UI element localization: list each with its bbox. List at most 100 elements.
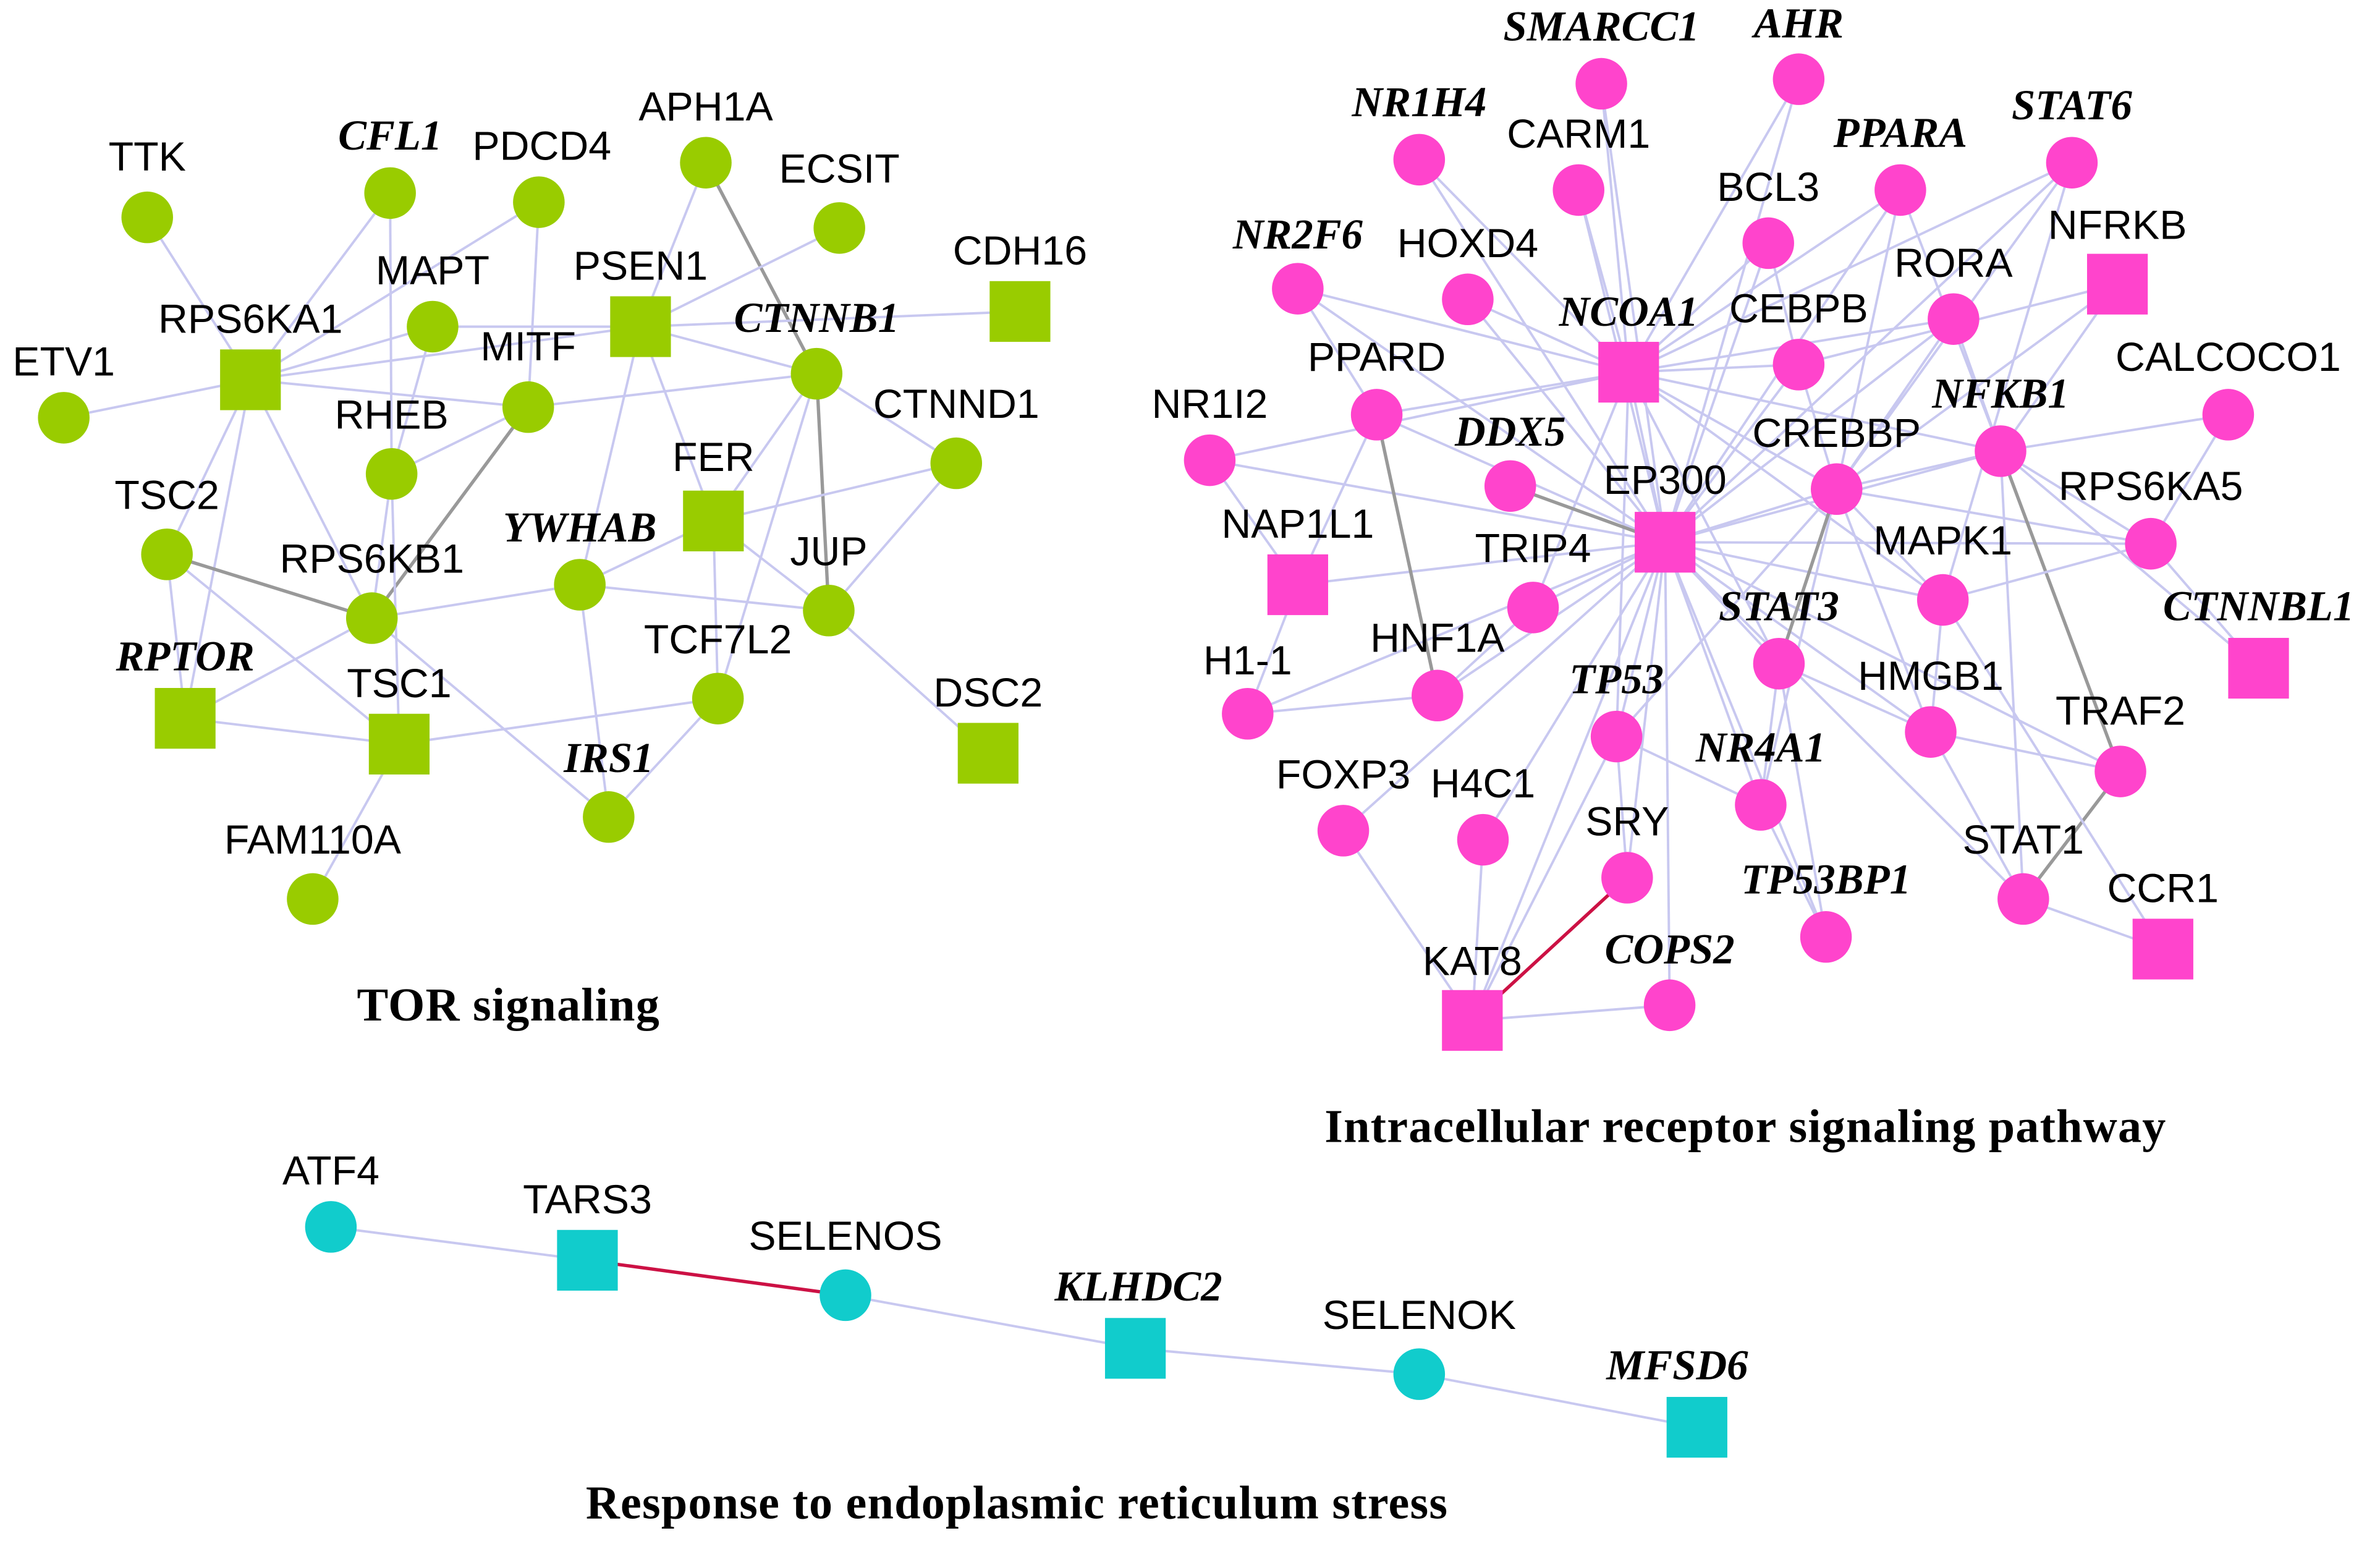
node-label: STAT1 xyxy=(1963,817,2084,863)
node-label: SELENOS xyxy=(748,1213,942,1259)
edge xyxy=(2022,770,2122,901)
edge xyxy=(1628,189,1901,373)
node-label: NR1I2 xyxy=(1151,381,1268,427)
node-label: SELENOK xyxy=(1323,1292,1516,1338)
edge xyxy=(1471,736,1618,1021)
node-label: PPARA xyxy=(1833,109,1967,156)
node-label: TRIP4 xyxy=(1475,525,1591,571)
edge xyxy=(1209,459,1666,544)
node-label: STAT3 xyxy=(1719,583,1839,630)
node-circle xyxy=(1442,273,1494,326)
node-label: CEBPB xyxy=(1729,286,1868,331)
edge xyxy=(1615,372,1630,737)
edge xyxy=(1297,287,1629,374)
edge xyxy=(1247,694,1438,715)
edge xyxy=(1836,449,2001,491)
edge xyxy=(1418,1373,1698,1429)
edge xyxy=(1664,541,1932,733)
edge xyxy=(1664,542,1671,1006)
node-circle xyxy=(1916,574,1969,626)
node-square xyxy=(1666,1396,1727,1458)
node-label: RPTOR xyxy=(116,633,255,680)
edge xyxy=(1472,1004,1670,1022)
node-circle xyxy=(583,791,635,843)
edge xyxy=(1664,541,1827,938)
edge xyxy=(250,378,528,409)
node-label: TP53BP1 xyxy=(1741,856,1911,903)
edge xyxy=(1531,371,1630,608)
node-square xyxy=(2228,637,2289,699)
node-circle xyxy=(141,528,193,580)
node-label: FOXP3 xyxy=(1276,752,1410,797)
edge xyxy=(704,161,818,375)
edge xyxy=(1942,599,2164,950)
node-circle xyxy=(2202,389,2255,441)
node-circle xyxy=(1457,813,1509,866)
node-circle xyxy=(1742,217,1794,269)
node-label: TSC2 xyxy=(114,473,219,519)
node-label: HMGB1 xyxy=(1858,653,2004,699)
node-label: MAPT xyxy=(376,248,489,294)
edge xyxy=(399,697,718,745)
node-label: NFRKB xyxy=(2048,202,2187,248)
node-label: TTK xyxy=(109,134,186,180)
edge xyxy=(1600,83,1630,373)
edge xyxy=(1999,450,2122,773)
edge xyxy=(1374,414,1439,696)
node-circle xyxy=(2046,137,2098,189)
node-circle xyxy=(1184,434,1236,486)
node-label: H4C1 xyxy=(1431,761,1535,807)
node-label: PDCD4 xyxy=(472,124,611,169)
edge xyxy=(640,310,1020,328)
node-label: RPS6KA5 xyxy=(2059,464,2243,509)
node-circle xyxy=(1928,293,1980,345)
edge xyxy=(249,192,391,381)
node-square xyxy=(1598,342,1659,403)
edge xyxy=(528,372,817,409)
node-circle xyxy=(930,437,983,490)
edge xyxy=(1664,318,1955,543)
edge xyxy=(1664,79,1800,543)
node-circle xyxy=(1753,637,1805,690)
network-title: TOR signaling xyxy=(357,979,660,1031)
node-label: JUP xyxy=(790,528,867,574)
node-label: RHEB xyxy=(335,392,449,438)
node-square xyxy=(683,490,744,551)
node-label: MAPK1 xyxy=(1873,518,2012,564)
edge xyxy=(716,373,818,699)
node-label: NCOA1 xyxy=(1559,288,1698,335)
edge xyxy=(1616,735,1761,806)
node-circle xyxy=(364,167,416,219)
node-circle xyxy=(1811,463,1863,516)
node-square xyxy=(220,349,281,410)
edge xyxy=(1135,1347,1420,1376)
edge xyxy=(1481,541,1666,841)
node-square xyxy=(557,1229,618,1291)
node-label: CALCOCO1 xyxy=(2115,334,2341,380)
node-label: EP300 xyxy=(1604,457,1727,503)
node-label: TARS3 xyxy=(523,1177,652,1223)
edge xyxy=(1600,83,1667,543)
node-circle xyxy=(1772,53,1825,105)
node-label: FER xyxy=(672,435,755,480)
node-square xyxy=(989,281,1051,342)
node-label: YWHAB xyxy=(503,504,656,551)
edge xyxy=(1942,542,2151,601)
edge xyxy=(579,584,829,612)
node-label: PSEN1 xyxy=(574,244,708,289)
edge xyxy=(1628,371,2001,452)
node-circle xyxy=(1874,164,1926,216)
node-square xyxy=(957,723,1018,784)
node-square xyxy=(155,688,216,749)
edge xyxy=(1836,318,1955,490)
node-label: PPARD xyxy=(1308,334,1446,380)
node-circle xyxy=(1222,688,1274,740)
node-square xyxy=(1442,990,1503,1051)
node-circle xyxy=(1905,706,1957,758)
edge xyxy=(371,617,610,818)
node-label: ETV1 xyxy=(12,339,115,384)
node-circle xyxy=(680,137,732,189)
node-circle xyxy=(1601,852,1653,904)
edge xyxy=(1209,371,1629,462)
node-label: BCL3 xyxy=(1717,164,1819,210)
